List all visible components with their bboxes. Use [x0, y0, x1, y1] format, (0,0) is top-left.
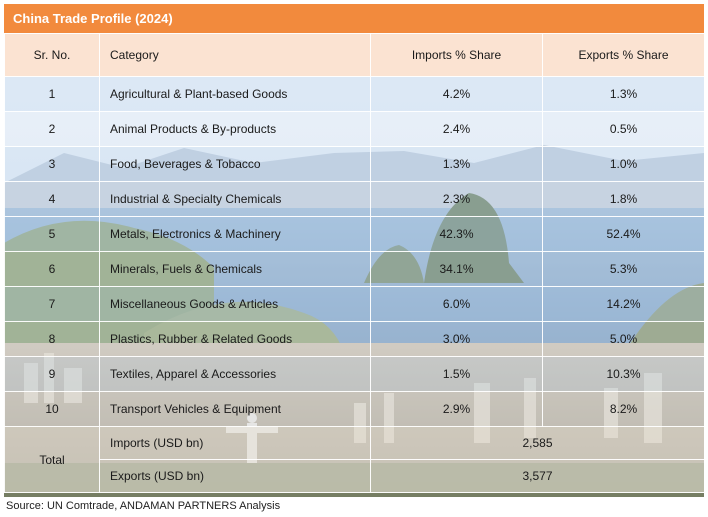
table-row: 8 Plastics, Rubber & Related Goods 3.0% …: [4, 321, 704, 357]
cell-category: Textiles, Apparel & Accessories: [99, 356, 371, 392]
cell-sr-no: 7: [4, 286, 100, 322]
cell-imports-share: 2.9%: [370, 391, 543, 427]
cell-sr-no: 4: [4, 181, 100, 217]
cell-category: Minerals, Fuels & Chemicals: [99, 251, 371, 287]
cell-exports-share: 5.3%: [542, 251, 704, 287]
table-row: 9 Textiles, Apparel & Accessories 1.5% 1…: [4, 356, 704, 392]
cell-imports-share: 1.3%: [370, 146, 543, 182]
cell-category: Metals, Electronics & Machinery: [99, 216, 371, 252]
table-row: 10 Transport Vehicles & Equipment 2.9% 8…: [4, 391, 704, 427]
cell-exports-share: 1.8%: [542, 181, 704, 217]
header-category: Category: [99, 33, 371, 77]
header-sr-no: Sr. No.: [4, 33, 100, 77]
trade-profile-panel: China Trade Profile (2024): [4, 4, 704, 497]
cell-sr-no: 2: [4, 111, 100, 147]
cell-sr-no: 5: [4, 216, 100, 252]
source-note: Source: UN Comtrade, ANDAMAN PARTNERS An…: [6, 500, 281, 512]
cell-category: Transport Vehicles & Equipment: [99, 391, 371, 427]
cell-category: Industrial & Specialty Chemicals: [99, 181, 371, 217]
cell-sr-no: 10: [4, 391, 100, 427]
cell-exports-share: 1.3%: [542, 76, 704, 112]
cell-imports-share: 2.4%: [370, 111, 543, 147]
table-row: 2 Animal Products & By-products 2.4% 0.5…: [4, 111, 704, 147]
header-imports-share: Imports % Share: [370, 33, 543, 77]
cell-imports-share: 1.5%: [370, 356, 543, 392]
cell-exports-share: 52.4%: [542, 216, 704, 252]
table-header-row: Sr. No. Category Imports % Share Exports…: [4, 33, 704, 77]
header-exports-share: Exports % Share: [542, 33, 704, 77]
table-row: 4 Industrial & Specialty Chemicals 2.3% …: [4, 181, 704, 217]
cell-imports-share: 6.0%: [370, 286, 543, 322]
cell-imports-share: 2.3%: [370, 181, 543, 217]
cell-category: Food, Beverages & Tobacco: [99, 146, 371, 182]
table-title: China Trade Profile (2024): [4, 4, 704, 33]
cell-exports-share: 10.3%: [542, 356, 704, 392]
cell-category: Animal Products & By-products: [99, 111, 371, 147]
total-imports-row: Total Imports (USD bn) 2,585: [4, 426, 704, 493]
cell-sr-no: 3: [4, 146, 100, 182]
table-row: 3 Food, Beverages & Tobacco 1.3% 1.0%: [4, 146, 704, 182]
cell-category: Plastics, Rubber & Related Goods: [99, 321, 371, 357]
cell-imports-share: 34.1%: [370, 251, 543, 287]
total-exports-value: 3,577: [370, 459, 704, 493]
cell-sr-no: 9: [4, 356, 100, 392]
cell-imports-share: 4.2%: [370, 76, 543, 112]
total-imports-value: 2,585: [370, 426, 704, 460]
table-row: 5 Metals, Electronics & Machinery 42.3% …: [4, 216, 704, 252]
total-exports-row: Exports (USD bn) 3,577: [5, 459, 704, 493]
cell-sr-no: 1: [4, 76, 100, 112]
cell-sr-no: 8: [4, 321, 100, 357]
total-imports-label: Imports (USD bn): [99, 426, 371, 460]
cell-exports-share: 14.2%: [542, 286, 704, 322]
table-row: 1 Agricultural & Plant-based Goods 4.2% …: [4, 76, 704, 112]
cell-imports-share: 42.3%: [370, 216, 543, 252]
cell-imports-share: 3.0%: [370, 321, 543, 357]
table-row: 7 Miscellaneous Goods & Articles 6.0% 14…: [4, 286, 704, 322]
cell-exports-share: 0.5%: [542, 111, 704, 147]
trade-table: Sr. No. Category Imports % Share Exports…: [4, 33, 704, 493]
table-row: 6 Minerals, Fuels & Chemicals 34.1% 5.3%: [4, 251, 704, 287]
cell-category: Agricultural & Plant-based Goods: [99, 76, 371, 112]
cell-category: Miscellaneous Goods & Articles: [99, 286, 371, 322]
total-label: Total: [4, 426, 100, 493]
cell-exports-share: 5.0%: [542, 321, 704, 357]
total-exports-label: Exports (USD bn): [99, 459, 371, 493]
cell-exports-share: 1.0%: [542, 146, 704, 182]
cell-sr-no: 6: [4, 251, 100, 287]
cell-exports-share: 8.2%: [542, 391, 704, 427]
